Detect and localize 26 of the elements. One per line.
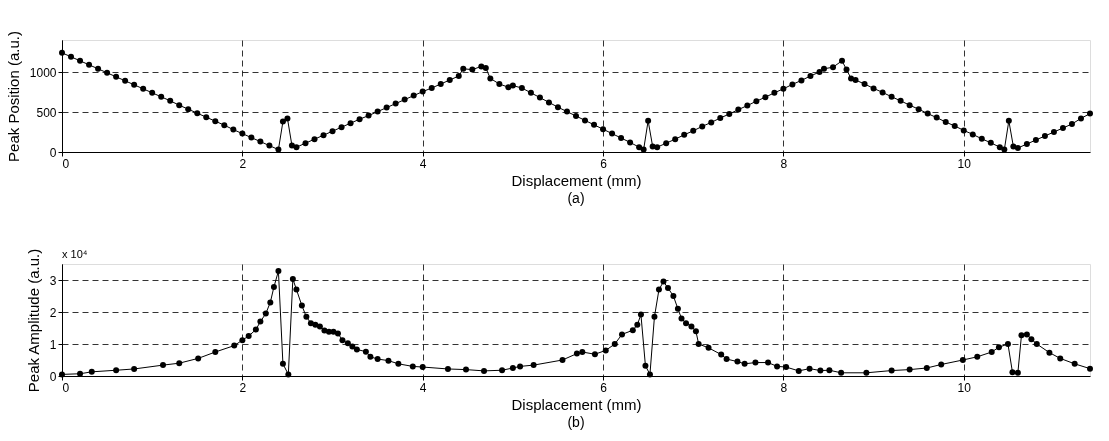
x-tick-label: 6	[600, 156, 608, 171]
y-tick-label: 500	[36, 105, 57, 120]
x-tick-label: 6	[600, 380, 608, 395]
x-tick-label: 2	[239, 156, 247, 171]
y-tick-label: 2	[49, 305, 57, 320]
x-tick-label: 4	[419, 380, 427, 395]
x-tick-label: 2	[239, 380, 247, 395]
x-tick-label: 0	[62, 380, 70, 395]
y-tick-label: 3	[49, 273, 57, 288]
text: (a)	[567, 190, 585, 206]
y-tick-label: 1	[49, 337, 57, 352]
y-tick-label: 0	[49, 145, 57, 160]
text: x 10⁴	[62, 248, 88, 260]
x-axis-title: Displacement (mm)	[511, 171, 642, 189]
text: (b)	[567, 414, 585, 430]
x-tick-label: 10	[957, 380, 972, 395]
y-tick-label: 0	[49, 369, 57, 384]
x-tick-label: 4	[419, 156, 427, 171]
x-axis-title: Displacement (mm)	[511, 395, 642, 413]
y-axis-title: Peak Position (a.u.)	[4, 31, 22, 162]
x-tick-label: 0	[62, 156, 70, 171]
x-tick-label: 10	[957, 156, 972, 171]
x-tick-label: 8	[780, 156, 788, 171]
x-tick-label: 8	[780, 380, 788, 395]
y-tick-label: 1000	[29, 65, 57, 80]
y-axis-title: Peak Amplitude (a.u.)	[24, 248, 42, 393]
